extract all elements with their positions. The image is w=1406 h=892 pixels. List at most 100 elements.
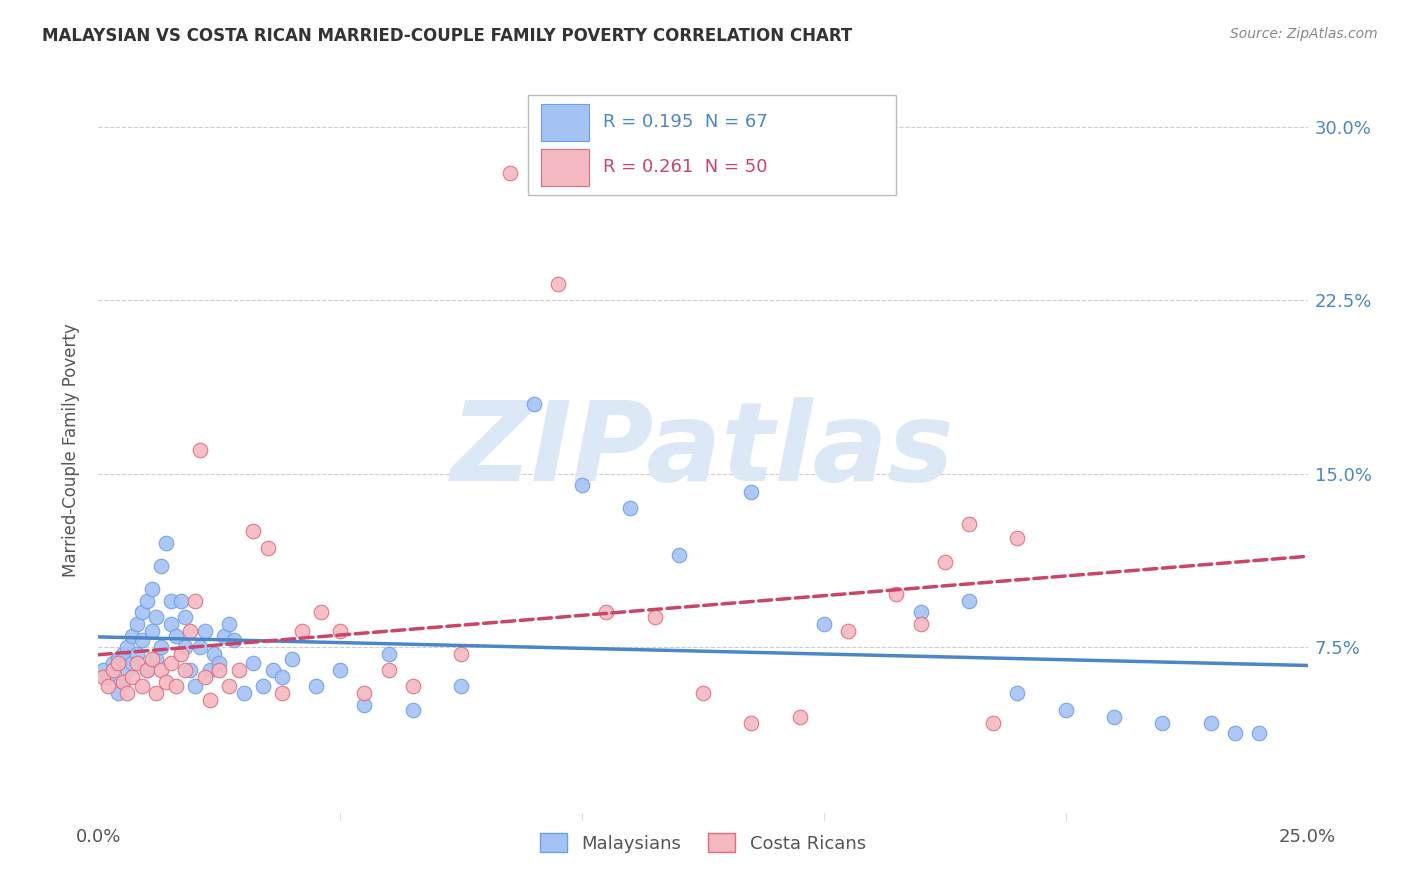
Point <box>1249 725 1271 739</box>
Point <box>160 657 183 671</box>
Point <box>571 478 593 492</box>
Point <box>281 651 304 665</box>
Point <box>179 663 201 677</box>
Point <box>218 680 240 694</box>
Point <box>101 657 124 671</box>
Point <box>121 670 143 684</box>
Point <box>498 166 520 180</box>
Point <box>174 640 197 654</box>
Point <box>377 663 399 677</box>
Point <box>644 610 666 624</box>
Point <box>218 617 240 632</box>
Point <box>179 624 201 638</box>
Point <box>131 606 153 620</box>
Point <box>91 670 114 684</box>
Point <box>789 709 811 723</box>
Point <box>141 582 163 597</box>
Point <box>101 663 124 677</box>
Point <box>150 663 173 677</box>
Point <box>160 617 183 632</box>
Y-axis label: Married-Couple Family Poverty: Married-Couple Family Poverty <box>62 324 80 577</box>
Point <box>141 624 163 638</box>
FancyBboxPatch shape <box>541 149 589 186</box>
Point <box>252 680 274 694</box>
Point <box>111 674 134 689</box>
Point <box>619 501 641 516</box>
Point <box>329 624 352 638</box>
Text: R = 0.195  N = 67: R = 0.195 N = 67 <box>603 112 768 131</box>
Point <box>107 657 129 671</box>
Text: R = 0.261  N = 50: R = 0.261 N = 50 <box>603 158 768 177</box>
Point <box>155 536 177 550</box>
Point <box>91 663 114 677</box>
Point <box>1152 716 1174 731</box>
Point <box>208 663 231 677</box>
Point <box>145 651 167 665</box>
Point <box>262 663 284 677</box>
Point <box>290 624 312 638</box>
Point <box>837 624 859 638</box>
Point <box>198 663 221 677</box>
Point <box>165 628 187 642</box>
Point <box>1054 703 1077 717</box>
Point <box>1007 686 1029 700</box>
Point <box>150 640 173 654</box>
Point <box>377 647 399 661</box>
Point <box>135 663 157 677</box>
Point <box>169 647 191 661</box>
Point <box>141 651 163 665</box>
Text: ZIPatlas: ZIPatlas <box>451 397 955 504</box>
Point <box>1199 716 1222 731</box>
Point <box>910 617 932 632</box>
Text: Source: ZipAtlas.com: Source: ZipAtlas.com <box>1230 27 1378 41</box>
Point <box>208 657 231 671</box>
Point <box>547 277 569 291</box>
Point <box>740 485 762 500</box>
Point <box>271 670 294 684</box>
Point <box>107 651 129 665</box>
Point <box>117 686 139 700</box>
Point <box>97 670 120 684</box>
Point <box>111 647 134 661</box>
Point <box>232 686 254 700</box>
Point <box>160 594 183 608</box>
Point <box>271 686 294 700</box>
Point <box>117 640 139 654</box>
Point <box>127 657 149 671</box>
Point <box>910 606 932 620</box>
Point <box>309 606 332 620</box>
Point <box>131 633 153 648</box>
Point <box>212 628 235 642</box>
Point <box>117 663 139 677</box>
Point <box>353 686 375 700</box>
Point <box>145 686 167 700</box>
Point <box>1007 532 1029 546</box>
Point <box>131 680 153 694</box>
Point <box>402 680 425 694</box>
Point <box>256 541 278 555</box>
Point <box>402 703 425 717</box>
Point <box>155 674 177 689</box>
Point <box>204 647 226 661</box>
Point <box>957 594 980 608</box>
Point <box>150 559 173 574</box>
Point <box>523 397 546 411</box>
Point <box>145 610 167 624</box>
Point <box>121 657 143 671</box>
Point <box>450 680 472 694</box>
Point <box>886 587 908 601</box>
Point <box>165 680 187 694</box>
Point <box>135 663 157 677</box>
Point <box>242 524 264 539</box>
Point <box>329 663 352 677</box>
Point <box>184 680 207 694</box>
Point <box>668 548 690 562</box>
Point <box>194 670 217 684</box>
Point <box>595 606 617 620</box>
Point <box>127 617 149 632</box>
Point <box>121 628 143 642</box>
Point <box>188 640 211 654</box>
Text: MALAYSIAN VS COSTA RICAN MARRIED-COUPLE FAMILY POVERTY CORRELATION CHART: MALAYSIAN VS COSTA RICAN MARRIED-COUPLE … <box>42 27 852 45</box>
Point <box>692 686 714 700</box>
Point <box>228 663 250 677</box>
